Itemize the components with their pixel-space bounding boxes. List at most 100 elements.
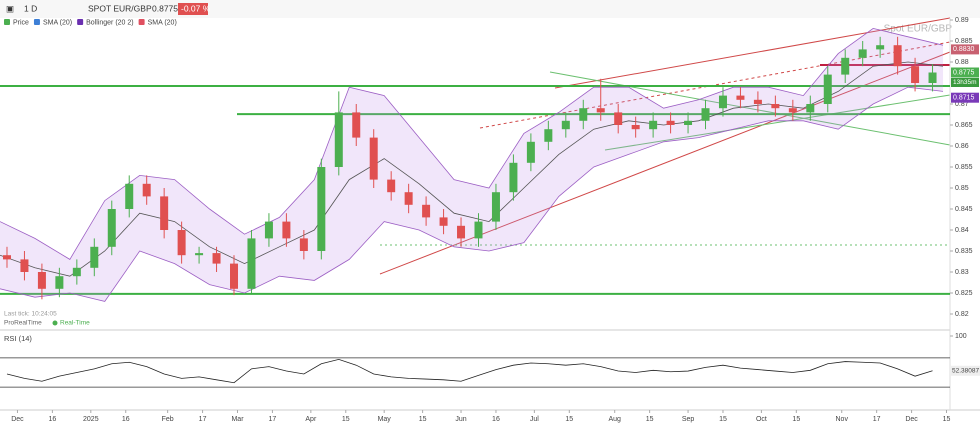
x-tick-label: Apr [305, 416, 317, 423]
x-tick-label: Oct [756, 416, 767, 423]
icon: ▣ [6, 3, 14, 13]
x-tick-label: 17 [873, 416, 881, 423]
candle-body [282, 221, 291, 239]
x-tick-label: 15 [792, 416, 800, 423]
x-tick-label: 15 [719, 416, 727, 423]
candle-body [544, 129, 553, 142]
candle-body [2, 255, 11, 260]
candle-body [858, 49, 867, 58]
y-tick-label: 0.885 [955, 38, 973, 45]
change-badge [178, 3, 208, 15]
legend-swatch [4, 19, 10, 25]
y-tick-label: 0.86 [955, 143, 969, 150]
x-tick-label: Dec [11, 416, 24, 423]
candle-body [561, 120, 570, 130]
candle-body [823, 74, 832, 104]
y-tick-label: 0.835 [955, 248, 973, 255]
candle-body [195, 253, 204, 256]
x-tick-label: Aug [608, 416, 621, 423]
y-tick-label: 0.85 [955, 185, 969, 192]
price-badge-label: 0.8775 [953, 69, 975, 76]
legend-label: SMA (20) [148, 19, 177, 26]
countdown: 13h35m [953, 79, 977, 86]
interval[interactable]: 1 D [24, 3, 37, 13]
rsi-value-badge [951, 365, 980, 376]
candle-body [474, 221, 483, 239]
x-tick-label: 16 [122, 416, 130, 423]
x-tick-label: Nov [836, 416, 849, 423]
candle-body [806, 104, 815, 113]
x-tick-label: Dec [905, 416, 918, 423]
candle-body [631, 125, 640, 130]
candle-body [37, 272, 46, 289]
candle-body [526, 141, 535, 163]
candle-body [614, 112, 623, 125]
legend-label: Bollinger (20 2) [86, 19, 133, 26]
candle-body [893, 45, 902, 67]
candle-body [160, 196, 169, 230]
x-tick-label: Mar [231, 416, 244, 423]
x-tick-label: 15 [646, 416, 654, 423]
y-tick-label: 0.825 [955, 290, 973, 297]
legend-label: Price [13, 19, 29, 26]
candle-body [579, 108, 588, 121]
y-tick-label: 0.82 [955, 311, 969, 318]
countdown-badge [951, 78, 979, 87]
x-tick-label: 17 [269, 416, 277, 423]
x-tick-label: Jun [455, 416, 466, 423]
candle-body [457, 225, 466, 239]
x-tick-label: 15 [419, 416, 427, 423]
candle-body [90, 246, 99, 268]
symbol[interactable]: SPOT EUR/GBP [88, 3, 152, 13]
candle-body [317, 167, 326, 251]
rsi-title: RSI (14) [4, 334, 32, 343]
last-tick: Last tick: 10:24:05 [4, 311, 57, 318]
x-tick-label: 17 [199, 416, 207, 423]
candle-body [247, 238, 256, 289]
candle-body [841, 57, 850, 75]
last-price: 0.8775 [152, 3, 178, 13]
candle-body [125, 183, 134, 209]
candle-body [666, 120, 675, 125]
toolbar [0, 0, 980, 18]
candle-body [142, 183, 151, 197]
y-tick-label: 0.83 [955, 269, 969, 276]
x-tick-label: Jul [530, 416, 539, 423]
status-dot [52, 320, 58, 326]
candle-body [718, 95, 727, 109]
candle-body [55, 276, 64, 289]
candle-body [439, 217, 448, 226]
candle-body [491, 192, 500, 222]
candle-body [736, 95, 745, 100]
candle-body [299, 238, 308, 251]
x-tick-label: 15 [342, 416, 350, 423]
legend-label: SMA (20) [43, 19, 72, 26]
price-badge [951, 44, 979, 55]
candle-body [212, 253, 221, 264]
candle-body [177, 230, 186, 256]
candle-body [20, 259, 29, 272]
band-middle [0, 61, 944, 277]
candle-body [369, 137, 378, 180]
x-tick-label: 15 [943, 416, 951, 423]
rsi-line [6, 358, 933, 384]
candle-body [230, 263, 239, 289]
price-badge [951, 92, 979, 103]
band-upper [0, 27, 944, 260]
source: ProRealTime [4, 320, 42, 327]
x-tick-label: 16 [492, 416, 500, 423]
rsi-tick-label: 100 [955, 333, 967, 340]
y-tick-label: 0.855 [955, 164, 973, 171]
x-tick-label: Feb [162, 416, 174, 423]
candle-body [107, 209, 116, 247]
y-tick-label: 0.89 [955, 17, 969, 24]
candle-body [422, 204, 431, 218]
y-tick-label: 0.87 [955, 101, 969, 108]
legend-swatch [33, 19, 40, 25]
x-tick-label: May [378, 416, 392, 423]
price-badge-label: 0.8830 [953, 46, 975, 53]
candle-body [911, 66, 920, 83]
x-tick-label: 16 [48, 416, 56, 423]
candle-body [753, 99, 762, 104]
